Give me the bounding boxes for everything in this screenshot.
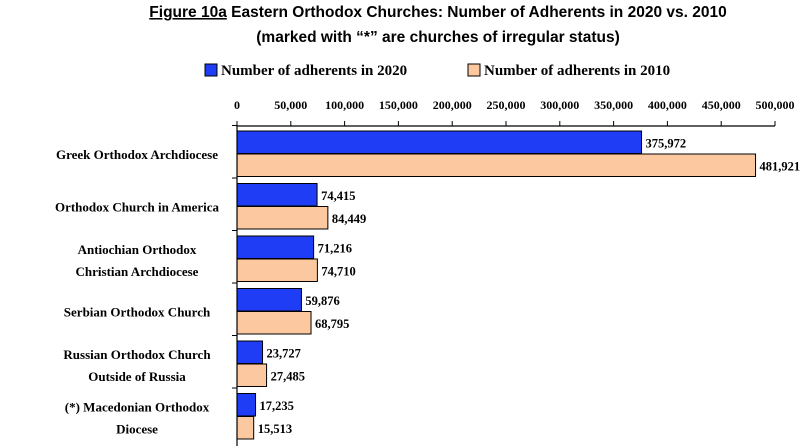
- data-label: 27,485: [271, 369, 305, 383]
- chart-title: Figure 10a Eastern Orthodox Churches: Nu…: [149, 4, 726, 21]
- category-label: Greek Orthodox Archdiocese: [56, 147, 218, 162]
- bar-2020: [236, 340, 264, 364]
- bar-2020: [236, 288, 302, 312]
- data-label: 74,710: [321, 264, 355, 278]
- data-label: 17,235: [260, 399, 294, 413]
- bar-2010: [236, 363, 268, 387]
- bar-2010: [236, 206, 329, 230]
- data-label: 84,449: [332, 212, 366, 226]
- x-tick-label: 200,000: [433, 98, 472, 112]
- bar-2020: [236, 235, 315, 259]
- axes: [232, 121, 776, 446]
- x-tick-label: 300,000: [540, 98, 579, 112]
- chart-title-text: Eastern Orthodox Churches: Number of Adh…: [227, 4, 727, 21]
- legend-swatch-2010: [467, 63, 481, 77]
- bar-2010: [236, 258, 318, 282]
- x-tick-label: 50,000: [274, 98, 307, 112]
- x-tick-label: 100,000: [325, 98, 364, 112]
- data-label: 68,795: [315, 317, 349, 331]
- category-label: Antiochian Orthodox Christian Archdiocese: [76, 242, 199, 279]
- x-tick-label: 400,000: [648, 98, 687, 112]
- category-label: Serbian Orthodox Church: [64, 304, 211, 319]
- data-label: 71,216: [318, 241, 352, 255]
- legend-label-2020: Number of adherents in 2020: [221, 63, 407, 79]
- category-label: (*) Macedonian Orthodox Diocese: [65, 399, 210, 436]
- category-label: Russian Orthodox Church Outside of Russia: [63, 347, 211, 384]
- bar-2010: [236, 311, 312, 335]
- x-axis-ticks: 0 50,000 100,000 150,000 200,000 250,000 300,0…: [234, 98, 795, 112]
- figure-label: Figure 10a: [149, 4, 227, 21]
- bar-2020: [236, 393, 257, 417]
- category-labels: Greek Orthodox Archdiocese Orthodox Churc…: [55, 147, 220, 437]
- x-tick-label: 0: [234, 98, 240, 112]
- bar-2020: [236, 130, 643, 154]
- x-tick-label: 450,000: [702, 98, 741, 112]
- bars: 375,972 481,921 74,415 84,449 71,216 74,710 59…: [236, 130, 800, 440]
- category-label: Orthodox Church in America: [55, 199, 220, 214]
- bar-2010: [236, 416, 255, 440]
- legend-swatch-2020: [204, 63, 218, 77]
- data-label: 15,513: [258, 422, 292, 436]
- bar-2010: [236, 153, 757, 177]
- data-label: 481,921: [760, 159, 800, 173]
- chart-subtitle: (marked with “*” are churches of irregul…: [256, 29, 620, 46]
- data-label: 59,876: [305, 294, 339, 308]
- legend: Number of adherents in 2020 Number of adh…: [204, 63, 670, 79]
- data-label: 375,972: [646, 136, 687, 150]
- x-tick-label: 250,000: [487, 98, 526, 112]
- data-label: 74,415: [321, 189, 355, 203]
- x-tick-label: 150,000: [379, 98, 418, 112]
- bar-2020: [236, 183, 318, 207]
- x-tick-label: 500,000: [756, 98, 795, 112]
- data-label: 23,727: [267, 346, 301, 360]
- x-tick-label: 350,000: [594, 98, 633, 112]
- legend-label-2010: Number of adherents in 2010: [484, 63, 670, 79]
